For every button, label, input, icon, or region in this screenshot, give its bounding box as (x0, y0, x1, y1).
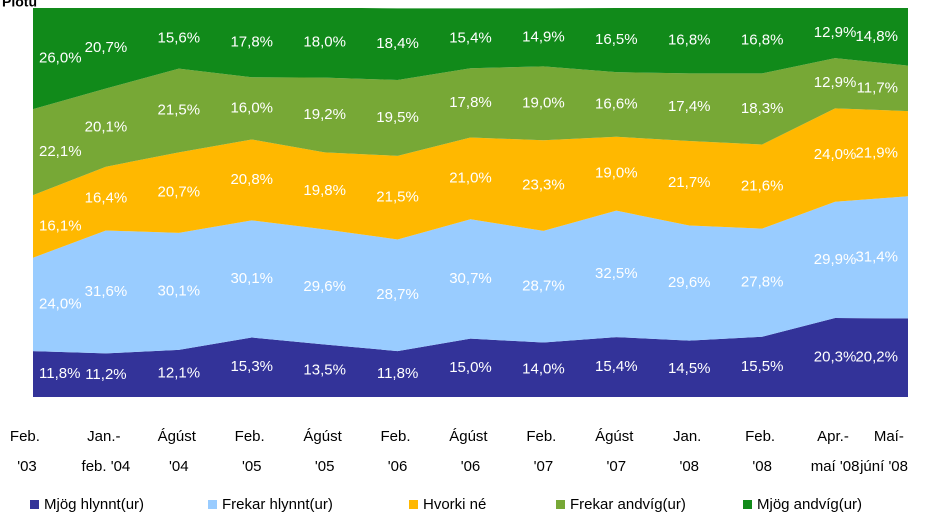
data-label: 11,7% (857, 79, 898, 96)
data-label: 27,8% (741, 274, 784, 291)
data-label: 19,8% (303, 182, 346, 199)
data-label: 21,7% (668, 174, 711, 191)
data-label: 31,4% (855, 248, 898, 265)
data-label: 32,5% (595, 265, 638, 282)
data-label: 11,8% (377, 365, 418, 382)
x-tick-label: Feb. '08 (745, 428, 779, 475)
data-label: 20,3% (814, 348, 857, 365)
area (33, 108, 908, 258)
data-label: 18,0% (303, 34, 346, 51)
data-label: 16,1% (39, 217, 82, 234)
x-tick-label: Ágúst '05 (303, 428, 346, 475)
data-label: 11,8% (39, 365, 80, 382)
data-label: 28,7% (376, 286, 419, 303)
x-tick-label: Feb. '05 (235, 428, 269, 475)
data-label: 19,2% (303, 106, 346, 123)
data-label: 20,1% (85, 119, 128, 136)
data-label: 21,9% (855, 145, 898, 162)
data-label: 12,1% (158, 364, 201, 381)
data-label: 15,0% (449, 359, 492, 376)
data-label: 20,8% (230, 171, 273, 188)
x-tick-label: Jan.- feb. '04 (82, 428, 131, 475)
data-label: 16,4% (85, 190, 128, 207)
x-tick-label: Maí- júní '08 (859, 428, 908, 475)
data-label: 24,0% (39, 295, 82, 312)
x-tick-label: Jan. '08 (673, 428, 706, 475)
legend-label: Frekar andvíg(ur) (570, 496, 686, 513)
data-label: 26,0% (39, 50, 82, 67)
x-tick-label: Ágúst '07 (595, 428, 638, 475)
data-label: 14,8% (855, 28, 898, 45)
x-tick-label: Ágúst '04 (158, 428, 201, 475)
data-label: 14,0% (522, 361, 565, 378)
data-label: 16,8% (741, 32, 784, 49)
data-label: 12,9% (814, 74, 857, 91)
data-label: 31,6% (85, 283, 128, 300)
x-tick-label: Ágúst '06 (449, 428, 492, 475)
area (33, 8, 908, 110)
legend-label: Hvorki né (423, 496, 486, 513)
data-label: 20,7% (85, 39, 128, 56)
data-label: 15,6% (158, 29, 201, 46)
legend-label: Frekar hlynnt(ur) (222, 496, 333, 513)
data-label: 14,5% (668, 360, 711, 377)
data-label: 28,7% (522, 278, 565, 295)
data-label: 24,0% (814, 146, 857, 163)
data-label: 29,6% (303, 278, 346, 295)
data-label: 16,5% (595, 31, 638, 48)
data-label: 11,2% (85, 366, 126, 383)
x-tick-label: Feb. '06 (380, 428, 414, 475)
data-label: 19,0% (522, 94, 565, 111)
area (33, 58, 908, 196)
plot-area (33, 8, 908, 397)
data-label: 14,9% (522, 28, 565, 45)
legend-swatch (743, 500, 752, 509)
data-label: 16,6% (595, 95, 638, 112)
legend-swatch (208, 500, 217, 509)
legend-swatch (409, 500, 418, 509)
data-label: 17,8% (449, 94, 492, 111)
data-label: 18,4% (376, 35, 419, 52)
data-label: 15,4% (449, 29, 492, 46)
data-label: 21,5% (376, 189, 419, 206)
data-label: 13,5% (303, 362, 346, 379)
chart-title: Plotu (2, 0, 37, 10)
data-label: 17,4% (668, 98, 711, 115)
data-label: 17,8% (230, 34, 273, 51)
data-label: 20,2% (855, 349, 898, 366)
area (33, 196, 908, 354)
data-label: 15,5% (741, 358, 784, 375)
data-label: 19,5% (376, 109, 419, 126)
data-label: 20,7% (158, 184, 201, 201)
area (33, 318, 908, 397)
data-label: 15,3% (230, 358, 273, 375)
data-label: 29,9% (814, 251, 857, 268)
data-label: 12,9% (814, 24, 857, 41)
legend-swatch (556, 500, 565, 509)
data-label: 19,0% (595, 165, 638, 182)
data-label: 30,7% (449, 270, 492, 287)
x-tick-label: Apr.- maí '08 (811, 428, 860, 475)
data-label: 21,5% (158, 101, 201, 118)
data-label: 21,6% (741, 178, 784, 195)
data-label: 30,1% (158, 282, 201, 299)
x-tick-label: Feb. '03 (10, 428, 44, 475)
data-label: 30,1% (230, 270, 273, 287)
x-tick-label: Feb. '07 (526, 428, 560, 475)
data-label: 21,0% (449, 169, 492, 186)
data-label: 16,0% (230, 99, 273, 116)
data-label: 22,1% (39, 143, 82, 160)
legend-label: Mjög hlynnt(ur) (44, 496, 144, 513)
legend-label: Mjög andvíg(ur) (757, 496, 862, 513)
data-label: 29,6% (668, 274, 711, 291)
data-label: 18,3% (741, 100, 784, 117)
data-label: 23,3% (522, 177, 565, 194)
data-label: 16,8% (668, 32, 711, 49)
legend-swatch (30, 500, 39, 509)
data-label: 15,4% (595, 358, 638, 375)
